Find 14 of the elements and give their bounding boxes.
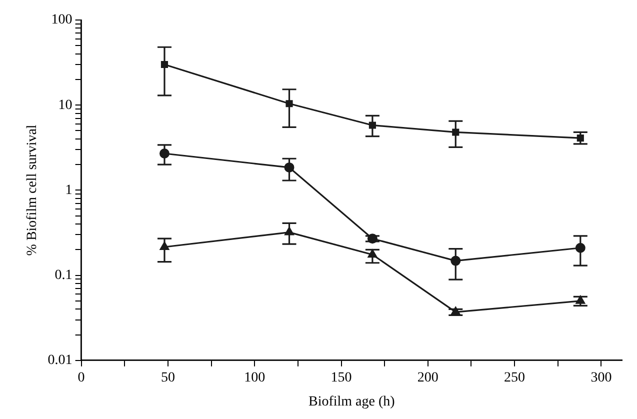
x-axis-title: Biofilm age (h) bbox=[308, 394, 396, 410]
x-tick-label: 200 bbox=[417, 370, 438, 386]
x-tick-label: 0 bbox=[78, 370, 85, 386]
x-tick-label: 50 bbox=[160, 370, 175, 386]
y-tick-label: 0.1 bbox=[54, 268, 72, 283]
x-tick-label: 300 bbox=[590, 370, 612, 386]
x-tick-label: 150 bbox=[330, 370, 352, 386]
y-axis-title: % Biofilm cell survival bbox=[25, 124, 40, 256]
y-tick-label: 100 bbox=[51, 12, 72, 28]
x-tick-label: 250 bbox=[504, 370, 526, 386]
x-tick-label: 100 bbox=[244, 370, 266, 386]
y-tick-label: 0.01 bbox=[48, 353, 72, 368]
y-tick-label: 1 bbox=[65, 182, 72, 198]
y-tick-label: 10 bbox=[58, 98, 72, 113]
